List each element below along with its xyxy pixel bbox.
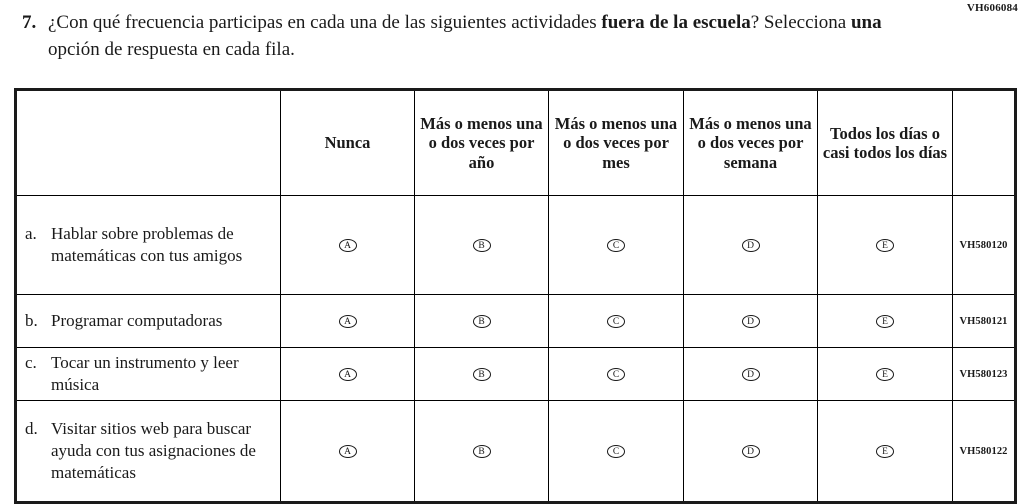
row-letter-a: a. xyxy=(25,223,37,243)
question-text: ¿Con qué frecuencia participas en cada u… xyxy=(44,10,914,64)
option-cell-b-5[interactable]: E xyxy=(817,294,953,348)
option-cell-b-2[interactable]: B xyxy=(414,294,549,348)
radio-bubble-b-B[interactable]: B xyxy=(472,314,491,328)
row-text-b: Programar computadoras xyxy=(51,310,223,330)
question-number: 7. xyxy=(22,12,37,33)
row-letter-b: b. xyxy=(25,310,38,330)
row-id-d: VH580122 xyxy=(952,400,1016,504)
row-id-a: VH580120 xyxy=(952,195,1016,295)
question-text-part3: opción de respuesta en cada fila. xyxy=(48,38,295,60)
radio-bubble-b-E[interactable]: E xyxy=(876,314,894,328)
option-cell-c-1[interactable]: A xyxy=(280,346,415,402)
table-row: d. Visitar sitios web para buscar ayuda … xyxy=(15,400,1016,504)
option-cell-b-4[interactable]: D xyxy=(683,294,818,348)
matrix-body: a. Hablar sobre problemas de matemáticas… xyxy=(15,195,1016,504)
radio-bubble-c-E[interactable]: E xyxy=(876,367,894,381)
radio-bubble-d-C[interactable]: C xyxy=(607,445,625,459)
radio-bubble-d-E[interactable]: E xyxy=(876,445,894,459)
row-id-c: VH580123 xyxy=(952,346,1016,402)
question-text-bold2: una xyxy=(850,12,882,33)
option-cell-a-2[interactable]: B xyxy=(414,195,549,295)
option-cell-a-4[interactable]: D xyxy=(683,195,818,295)
radio-bubble-b-D[interactable]: D xyxy=(741,314,760,328)
radio-bubble-a-B[interactable]: B xyxy=(472,238,491,252)
option-cell-d-2[interactable]: B xyxy=(414,400,549,504)
option-cell-c-4[interactable]: D xyxy=(683,346,818,402)
header-cell-stem xyxy=(15,89,281,196)
radio-bubble-c-A[interactable]: A xyxy=(338,367,357,381)
question-text-part1: ¿Con qué frecuencia participas en cada u… xyxy=(48,12,602,33)
radio-bubble-a-A[interactable]: A xyxy=(338,238,357,252)
option-cell-a-1[interactable]: A xyxy=(280,195,415,295)
matrix-header: Nunca Más o menos una o dos veces por añ… xyxy=(15,89,1016,196)
header-cell-dias: Todos los días o casi todos los días xyxy=(817,89,953,196)
row-id-b: VH580121 xyxy=(952,294,1016,348)
page-item-id: VH606084 xyxy=(966,2,1018,14)
option-cell-b-1[interactable]: A xyxy=(280,294,415,348)
table-row: c. Tocar un instrumento y leer música A … xyxy=(15,346,1016,402)
radio-bubble-b-A[interactable]: A xyxy=(338,314,357,328)
radio-bubble-c-D[interactable]: D xyxy=(741,367,760,381)
response-matrix: Nunca Más o menos una o dos veces por añ… xyxy=(14,88,1017,504)
header-cell-semana: Más o menos una o dos veces por semana xyxy=(683,89,818,196)
row-letter-c: c. xyxy=(25,353,37,372)
header-cell-mes: Más o menos una o dos veces por mes xyxy=(548,89,684,196)
option-cell-d-5[interactable]: E xyxy=(817,400,953,504)
radio-bubble-d-B[interactable]: B xyxy=(472,445,491,459)
option-cell-c-3[interactable]: C xyxy=(548,346,684,402)
option-cell-c-2[interactable]: B xyxy=(414,346,549,402)
option-cell-d-3[interactable]: C xyxy=(548,400,684,504)
row-stem-d: d. Visitar sitios web para buscar ayuda … xyxy=(15,400,281,504)
option-cell-a-5[interactable]: E xyxy=(817,195,953,295)
header-cell-nunca: Nunca xyxy=(280,89,415,196)
radio-bubble-a-D[interactable]: D xyxy=(741,238,760,252)
header-cell-ano: Más o menos una o dos veces por año xyxy=(414,89,549,196)
table-row: a. Hablar sobre problemas de matemáticas… xyxy=(15,195,1016,295)
radio-bubble-c-C[interactable]: C xyxy=(607,367,625,381)
row-text-a: Hablar sobre problemas de matemáticas co… xyxy=(51,223,243,265)
option-cell-b-3[interactable]: C xyxy=(548,294,684,348)
header-row: Nunca Más o menos una o dos veces por añ… xyxy=(15,89,1016,196)
row-letter-d: d. xyxy=(25,419,38,439)
option-cell-d-4[interactable]: D xyxy=(683,400,818,504)
radio-bubble-d-D[interactable]: D xyxy=(741,445,760,459)
row-stem-b: b. Programar computadoras xyxy=(15,294,281,348)
radio-bubble-d-A[interactable]: A xyxy=(338,445,357,459)
question-text-bold1: fuera de la escuela xyxy=(601,12,751,33)
radio-bubble-a-C[interactable]: C xyxy=(607,238,625,252)
table-row: b. Programar computadoras A B C D E VH58… xyxy=(15,294,1016,348)
row-stem-c: c. Tocar un instrumento y leer música xyxy=(15,346,281,402)
question-text-part2: ? Selecciona xyxy=(750,12,851,33)
row-stem-a: a. Hablar sobre problemas de matemáticas… xyxy=(15,195,281,295)
option-cell-d-1[interactable]: A xyxy=(280,400,415,504)
option-cell-a-3[interactable]: C xyxy=(548,195,684,295)
row-text-c: Tocar un instrumento y leer música xyxy=(51,353,239,395)
radio-bubble-b-C[interactable]: C xyxy=(607,314,625,328)
option-cell-c-5[interactable]: E xyxy=(817,346,953,402)
question-stem: 7. ¿Con qué frecuencia participas en cad… xyxy=(14,10,914,64)
radio-bubble-a-E[interactable]: E xyxy=(876,238,894,252)
header-cell-id xyxy=(952,89,1016,196)
row-text-d: Visitar sitios web para buscar ayuda con… xyxy=(51,419,256,483)
radio-bubble-c-B[interactable]: B xyxy=(472,367,491,381)
